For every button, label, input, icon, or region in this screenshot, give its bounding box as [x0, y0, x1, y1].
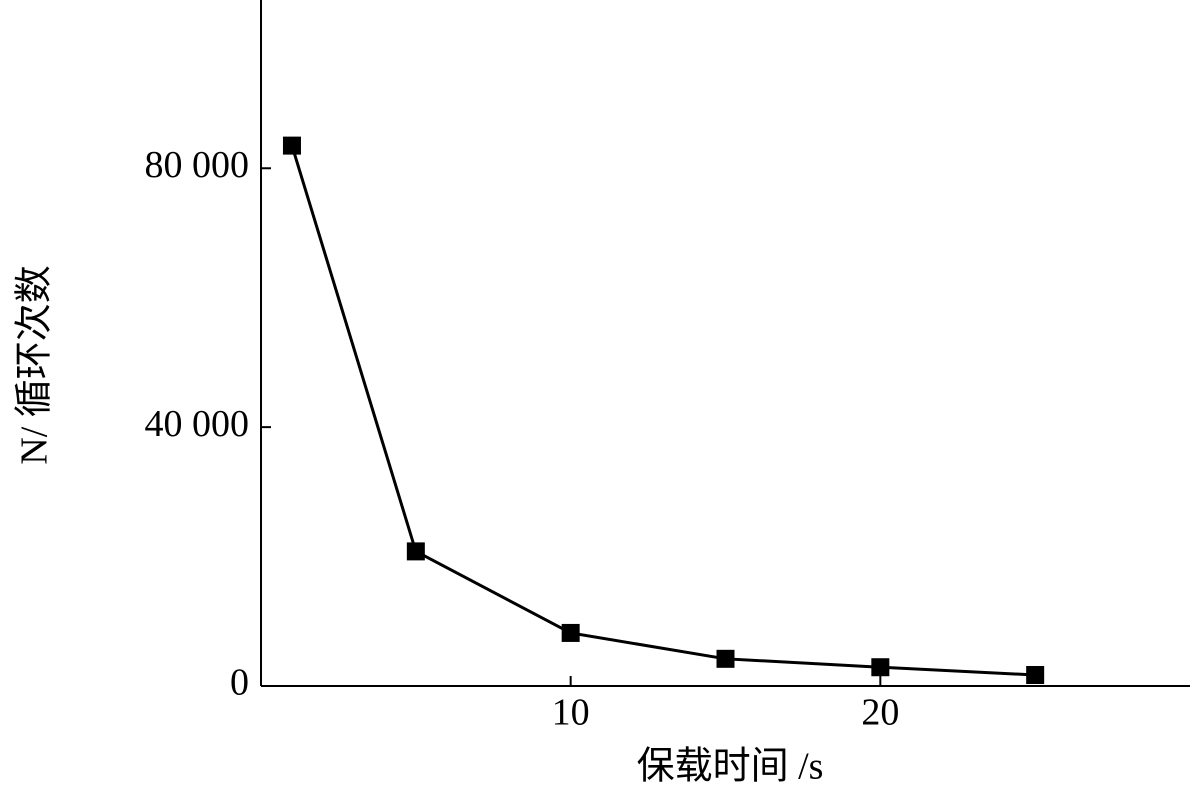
x-axis-label: 保载时间 /s — [637, 746, 824, 788]
y-tick-label: 40 000 — [145, 403, 250, 445]
y-tick-label: 0 — [230, 662, 249, 704]
x-tick-label: 20 — [861, 692, 899, 734]
point-marker — [1026, 665, 1045, 684]
point-marker — [282, 136, 301, 155]
point-marker — [871, 658, 890, 677]
line — [290, 145, 1036, 677]
point-marker — [406, 542, 425, 561]
x-tick-label: 10 — [552, 692, 590, 734]
y-axis-label: N/ 循环次数 — [14, 265, 56, 465]
point-marker — [561, 623, 580, 642]
y-tick-label: 80 000 — [145, 144, 250, 186]
point-marker — [716, 649, 735, 668]
